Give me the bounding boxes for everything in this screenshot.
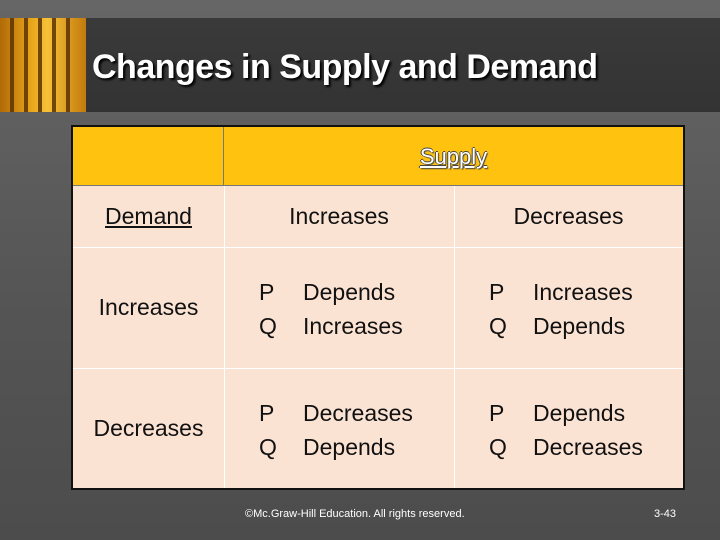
column-label: Decreases [513, 203, 624, 229]
quantity-key: Q [259, 434, 277, 460]
price-key: P [489, 400, 505, 426]
table-cell: P Depends Q Decreases [489, 396, 643, 464]
row-divider [73, 247, 683, 248]
row-label: Increases [98, 294, 199, 320]
column-header-increases: Increases [224, 186, 454, 247]
column-header-decreases: Decreases [454, 186, 683, 247]
table-cell: P Increases Q Depends [489, 275, 633, 343]
decorative-piano-block [0, 18, 86, 112]
copyright-notice: ©Mc.Graw-Hill Education. All rights rese… [245, 508, 465, 520]
row-divider [73, 368, 683, 369]
row-label-increases: Increases [73, 247, 224, 368]
supply-demand-table: Supply Demand Increases Decreases Increa… [71, 125, 685, 490]
quantity-value: Decreases [533, 434, 643, 460]
demand-header: Demand [105, 203, 192, 229]
price-value: Depends [303, 279, 396, 305]
quantity-value: Increases [303, 313, 403, 339]
supply-header: Supply [419, 144, 488, 169]
quantity-value: Depends [533, 313, 626, 339]
quantity-key: Q [489, 434, 507, 460]
header-corner-cell [73, 127, 224, 186]
quantity-key: Q [259, 313, 277, 339]
demand-header-cell: Demand [73, 186, 224, 247]
row-label-decreases: Decreases [73, 368, 224, 488]
table-cell: P Depends Q Increases [259, 275, 403, 343]
column-divider [454, 186, 455, 488]
price-value: Depends [533, 400, 626, 426]
price-key: P [259, 279, 275, 305]
quantity-value: Depends [303, 434, 396, 460]
column-divider [224, 186, 225, 488]
price-value: Increases [533, 279, 633, 305]
row-label: Decreases [93, 414, 204, 441]
column-label: Increases [289, 203, 389, 229]
slide-title: Changes in Supply and Demand [92, 48, 598, 86]
price-value: Decreases [303, 400, 413, 426]
title-band [86, 18, 720, 112]
price-key: P [259, 400, 275, 426]
page-number: 3-43 [654, 508, 677, 520]
supply-header-cell: Supply [224, 127, 683, 186]
quantity-key: Q [489, 313, 507, 339]
table-cell: P Decreases Q Depends [259, 396, 413, 464]
price-key: P [489, 279, 505, 305]
